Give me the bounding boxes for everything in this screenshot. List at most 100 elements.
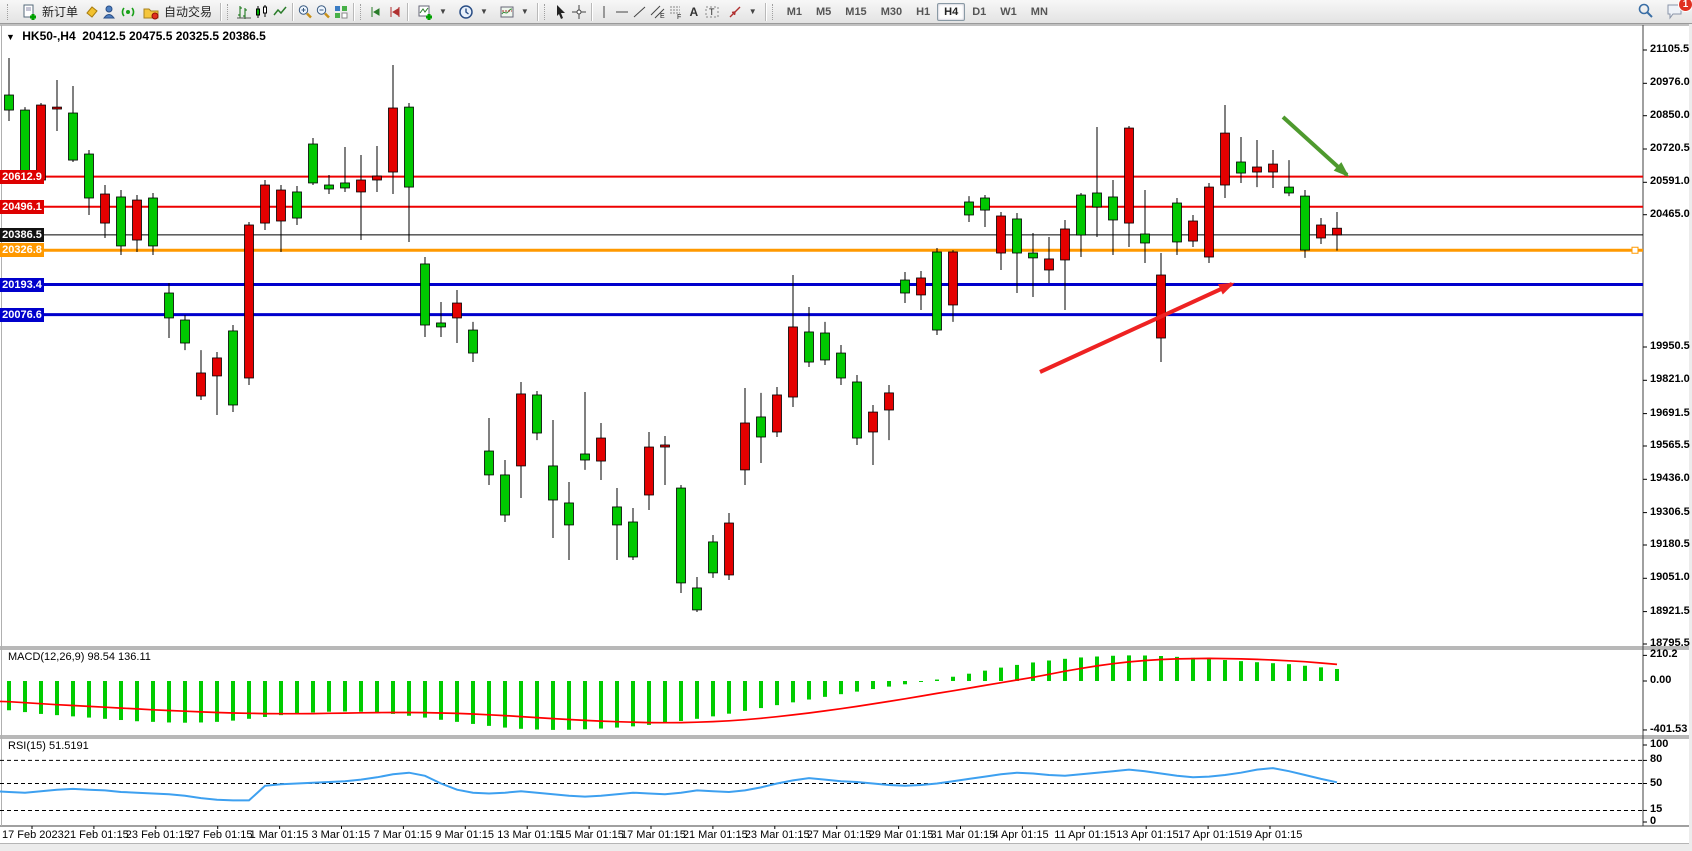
candle-body xyxy=(564,502,574,526)
clock-icon xyxy=(457,3,475,20)
svg-text:E: E xyxy=(660,13,665,20)
timeframe-H1[interactable]: H1 xyxy=(916,5,931,18)
styles-icon[interactable] xyxy=(83,3,101,20)
bar-chart-icon[interactable] xyxy=(235,3,253,20)
candle-body xyxy=(196,372,206,397)
periods-button[interactable]: ▼ xyxy=(452,1,493,22)
toolbar-drag-handle[interactable] xyxy=(543,3,549,20)
arrows-tool-button[interactable]: ▼ xyxy=(721,1,762,22)
timeframe-M5[interactable]: M5 xyxy=(816,5,832,18)
candle-body xyxy=(980,197,990,211)
candle-body xyxy=(884,392,894,411)
notification-badge: 1 xyxy=(1678,0,1692,12)
red-up-arrow[interactable] xyxy=(1039,282,1235,374)
line-chart-icon[interactable] xyxy=(271,3,289,20)
timeframe-MN[interactable]: MN xyxy=(1030,5,1048,18)
candle-body xyxy=(1140,233,1150,244)
candle-body xyxy=(68,112,78,161)
candle-body xyxy=(420,263,430,326)
chart-title[interactable]: ▼ HK50-,H4 20412.5 20475.5 20325.5 20386… xyxy=(6,29,266,43)
candle-body xyxy=(1188,220,1198,242)
timeframe-M1[interactable]: M1 xyxy=(786,5,802,18)
toolbar-separator xyxy=(353,2,355,21)
zoom-out-icon[interactable] xyxy=(314,3,332,20)
toolbar-right: 1 xyxy=(1636,0,1692,19)
tile-windows-icon[interactable] xyxy=(332,3,350,20)
macd-signal-line xyxy=(0,657,1338,724)
toolbar-drag-handle[interactable] xyxy=(227,3,232,20)
dropdown-caret: ▼ xyxy=(748,7,757,16)
line-anchor[interactable] xyxy=(1,246,9,254)
crosshair-icon[interactable] xyxy=(570,3,588,20)
candle-body xyxy=(772,394,782,433)
candle-body xyxy=(1284,186,1294,194)
horizontal-lines xyxy=(0,175,1643,317)
candle-body xyxy=(1012,218,1022,254)
candle-body xyxy=(340,182,350,189)
candle-body xyxy=(1252,166,1262,173)
chart-symbol-period: HK50-,H4 xyxy=(22,29,76,43)
auto-scroll-icon[interactable] xyxy=(368,3,386,20)
main-toolbar: 新订单 自动交易 xyxy=(0,0,1692,24)
candle-body xyxy=(1060,228,1070,261)
candle-body xyxy=(692,587,702,611)
collapse-triangle-icon[interactable]: ▼ xyxy=(6,32,15,42)
timeframe-D1[interactable]: D1 xyxy=(972,5,987,18)
candlestick-chart-icon[interactable] xyxy=(253,3,271,20)
candle-body xyxy=(324,184,334,190)
text-icon[interactable]: A xyxy=(689,4,699,19)
new-order-button[interactable]: 新订单 xyxy=(15,1,83,22)
auto-trading-button[interactable]: 自动交易 xyxy=(137,1,217,22)
candle-body xyxy=(1044,258,1054,271)
timeframe-group: M1 M5 M15 M30 H1 H4 D1 W1 MN xyxy=(780,2,1055,21)
candle-body xyxy=(1268,163,1278,173)
toolbar-drag-handle[interactable] xyxy=(360,3,365,20)
candle-body xyxy=(244,224,254,379)
candle-body xyxy=(756,416,766,438)
text-label-icon[interactable]: T xyxy=(703,3,721,20)
line-anchor[interactable] xyxy=(1631,246,1639,254)
zoom-in-icon[interactable] xyxy=(296,3,314,20)
candle-body xyxy=(276,189,286,222)
candle-body xyxy=(532,394,542,434)
signals-icon[interactable] xyxy=(119,3,137,20)
chart-shift-icon[interactable] xyxy=(386,3,404,20)
horizontal-line-icon[interactable] xyxy=(613,3,631,20)
indicators-button[interactable]: ▼ xyxy=(411,1,452,22)
green-down-arrow[interactable] xyxy=(1281,115,1350,178)
template-icon xyxy=(498,3,516,20)
market-watch-icon[interactable] xyxy=(101,3,119,20)
candle-body xyxy=(1092,192,1102,208)
notifications-icon[interactable]: 1 xyxy=(1664,0,1692,19)
candle-body xyxy=(436,322,446,328)
timeframe-W1[interactable]: W1 xyxy=(1000,5,1017,18)
candle-body xyxy=(740,422,750,471)
svg-text:T: T xyxy=(709,7,715,17)
toolbar-drag-handle[interactable] xyxy=(7,3,12,20)
arrows-tool-icon xyxy=(726,3,744,20)
toolbar-separator xyxy=(536,2,538,21)
search-icon[interactable] xyxy=(1636,2,1654,19)
new-order-label: 新订单 xyxy=(42,5,79,19)
candle-body xyxy=(724,522,734,576)
timeframe-H4[interactable]: H4 xyxy=(937,2,966,21)
candle-body xyxy=(852,381,862,439)
timeframe-M15[interactable]: M15 xyxy=(845,5,867,18)
equidistant-channel-icon[interactable]: E xyxy=(649,3,667,20)
toolbar-separator xyxy=(590,2,592,21)
candles xyxy=(4,57,1342,612)
candle-body xyxy=(932,251,942,331)
timeframe-M30[interactable]: M30 xyxy=(880,5,903,18)
vertical-line-icon[interactable] xyxy=(595,3,613,20)
cursor-icon[interactable] xyxy=(552,3,570,20)
candle-body xyxy=(964,201,974,216)
toolbar-drag-handle[interactable] xyxy=(771,3,777,20)
candle-body xyxy=(84,153,94,199)
templates-button[interactable]: ▼ xyxy=(493,1,534,22)
fibonacci-icon[interactable]: F xyxy=(667,3,685,20)
rsi-line xyxy=(0,767,1338,802)
trendline-icon[interactable] xyxy=(631,3,649,20)
toolbar-separator xyxy=(764,2,766,21)
